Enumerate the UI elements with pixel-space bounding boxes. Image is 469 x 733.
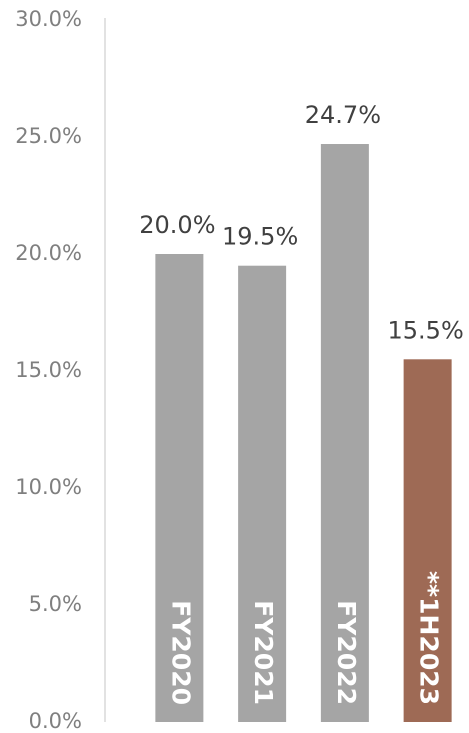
y-tick-label: 15.0% bbox=[15, 358, 82, 382]
y-tick-label: 20.0% bbox=[15, 241, 82, 265]
value-label: 20.0% bbox=[139, 211, 215, 239]
bar bbox=[155, 254, 204, 722]
y-tick-label: 0.0% bbox=[29, 709, 82, 733]
category-label: **1H2023 bbox=[415, 571, 444, 705]
value-label: 24.7% bbox=[305, 101, 381, 129]
category-label: FY2022 bbox=[332, 600, 361, 705]
y-tick-label: 25.0% bbox=[15, 124, 82, 148]
y-tick-label: 5.0% bbox=[29, 592, 82, 616]
y-tick-label: 10.0% bbox=[15, 475, 82, 499]
value-label: 15.5% bbox=[388, 316, 464, 344]
category-label: FY2020 bbox=[166, 600, 195, 705]
value-label: 19.5% bbox=[222, 223, 298, 251]
y-tick-label: 30.0% bbox=[15, 7, 82, 31]
category-label: FY2021 bbox=[249, 600, 278, 705]
bar bbox=[238, 265, 287, 722]
bar bbox=[403, 359, 452, 722]
bar bbox=[320, 144, 369, 722]
